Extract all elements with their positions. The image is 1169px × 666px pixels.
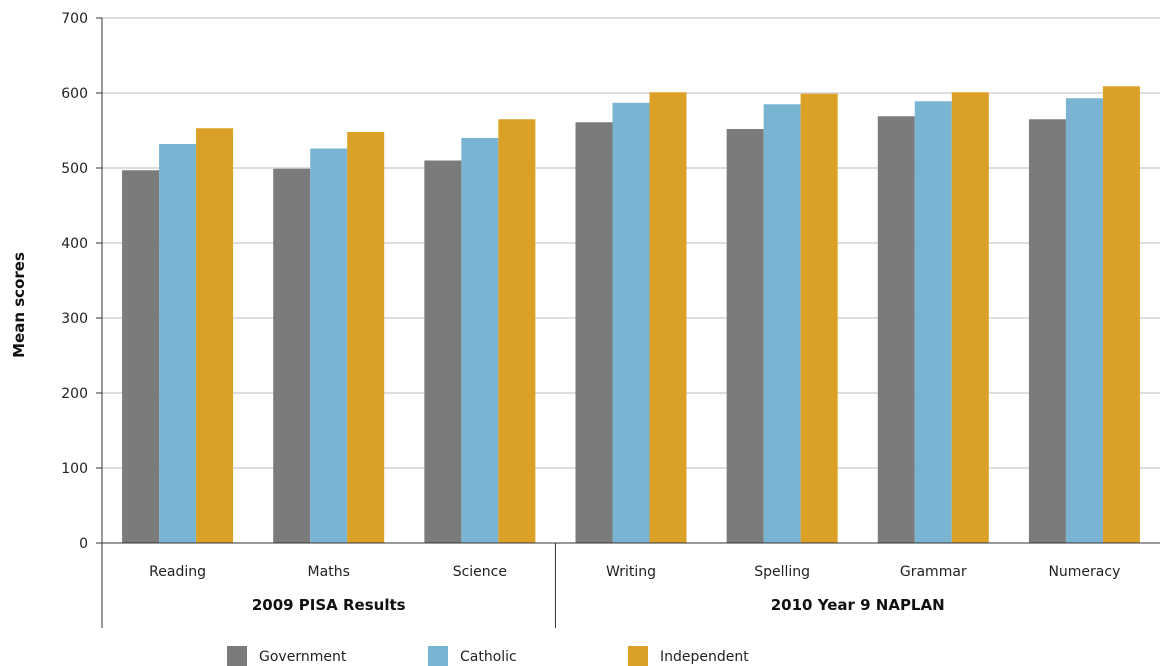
x-category-label: Science xyxy=(453,564,507,580)
bar-government-writing xyxy=(575,122,613,543)
y-tick-label: 400 xyxy=(61,236,88,252)
bar-independent-science xyxy=(498,119,536,543)
y-tick-label: 500 xyxy=(61,161,88,177)
bar-catholic-maths xyxy=(310,148,348,543)
bar-government-science xyxy=(424,160,462,543)
x-group-labels: 2009 PISA Results 2010 Year 9 NAPLAN xyxy=(252,596,945,614)
bars xyxy=(122,86,1140,543)
bar-independent-reading xyxy=(196,128,234,543)
legend-swatch-independent xyxy=(628,646,648,666)
bar-catholic-spelling xyxy=(763,104,801,543)
y-tick-label: 200 xyxy=(61,386,88,402)
x-category-label: Numeracy xyxy=(1048,564,1120,580)
x-group-label: 2009 PISA Results xyxy=(252,596,406,614)
x-category-labels: Reading Maths Science Writing Spelling Gramma… xyxy=(149,564,1120,580)
bar-catholic-numeracy xyxy=(1065,98,1103,543)
y-axis-title: Mean scores xyxy=(10,252,28,358)
x-category-label: Writing xyxy=(606,564,656,580)
bar-catholic-grammar xyxy=(914,101,952,543)
bar-independent-grammar xyxy=(951,92,989,543)
x-category-label: Spelling xyxy=(754,564,810,580)
bar-government-numeracy xyxy=(1028,119,1066,543)
legend-label-government: Government xyxy=(259,649,347,665)
x-category-label: Grammar xyxy=(900,564,967,580)
bar-government-spelling xyxy=(726,129,764,543)
bar-independent-writing xyxy=(649,92,687,543)
bar-government-reading xyxy=(122,170,160,543)
bar-government-maths xyxy=(273,168,311,543)
legend-swatch-catholic xyxy=(428,646,448,666)
y-tick-label: 100 xyxy=(61,461,88,477)
x-category-label: Reading xyxy=(149,564,206,580)
bar-catholic-reading xyxy=(159,144,197,543)
bar-independent-spelling xyxy=(800,93,838,543)
legend-label-independent: Independent xyxy=(660,649,749,665)
bar-catholic-science xyxy=(461,138,499,543)
legend-swatch-government xyxy=(227,646,247,666)
bar-independent-numeracy xyxy=(1102,86,1140,543)
y-tick-labels: 0 100 200 300 400 500 600 700 xyxy=(61,11,88,552)
y-tick-label: 0 xyxy=(79,536,88,552)
bar-catholic-writing xyxy=(612,102,650,543)
x-group-label: 2010 Year 9 NAPLAN xyxy=(771,596,945,614)
y-tick-label: 600 xyxy=(61,86,88,102)
axes xyxy=(96,17,1160,628)
bar-independent-maths xyxy=(347,132,385,543)
x-category-label: Maths xyxy=(308,564,350,580)
legend-label-catholic: Catholic xyxy=(460,649,517,665)
legend: Government Catholic Independent xyxy=(227,646,749,666)
y-tick-label: 700 xyxy=(61,11,88,27)
y-tick-label: 300 xyxy=(61,311,88,327)
bar-government-grammar xyxy=(877,116,915,543)
